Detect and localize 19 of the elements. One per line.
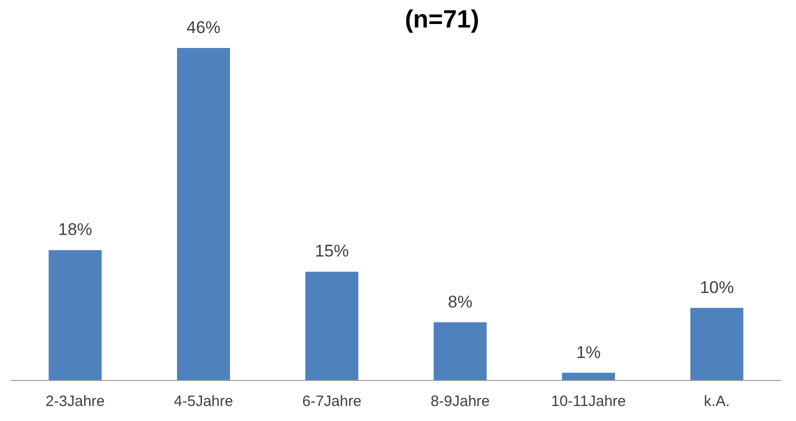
bar <box>690 308 744 380</box>
data-label: 18% <box>58 220 92 240</box>
data-label: 10% <box>700 278 734 297</box>
bar <box>434 322 487 380</box>
x-tick-label: 8-9Jahre <box>430 393 490 410</box>
data-label: 46% <box>186 18 221 37</box>
data-label: 1% <box>576 342 601 362</box>
bar <box>177 48 230 380</box>
x-tick-label: 2-3Jahre <box>46 393 105 410</box>
chart-title: (n=71) <box>404 6 480 34</box>
x-tick-label: 10-11Jahre <box>551 393 626 410</box>
data-label: 15% <box>314 242 349 261</box>
bar <box>305 272 358 380</box>
data-label: 8% <box>448 292 472 312</box>
x-tick-label: 4-5Jahre <box>174 393 234 410</box>
x-tick-label: 6-7Jahre <box>302 393 362 410</box>
bar <box>48 250 102 380</box>
x-tick-label: k.A. <box>704 393 730 410</box>
bar <box>562 372 615 380</box>
